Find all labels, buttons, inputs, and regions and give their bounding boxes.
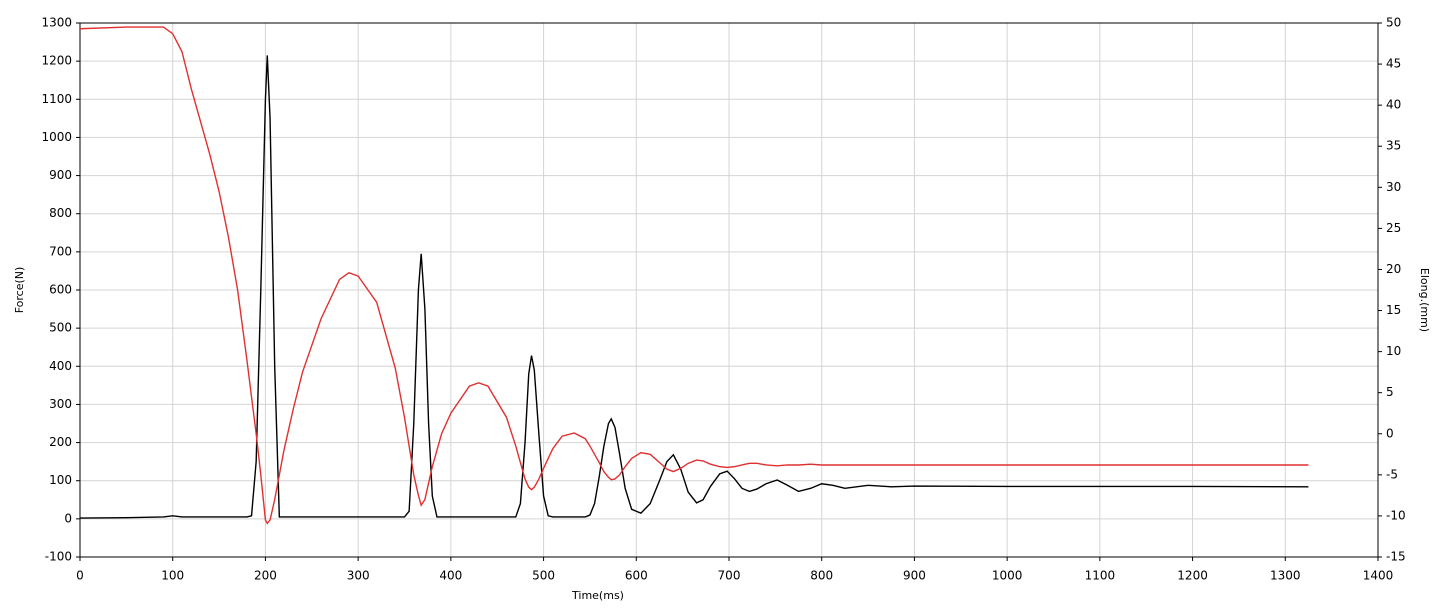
y2-tick-label: 25	[1386, 221, 1401, 235]
x-tick-label: 1100	[1085, 569, 1116, 583]
x-tick-label: 900	[903, 569, 926, 583]
data-line	[79, 26, 1309, 525]
x-tick-label: 0	[76, 569, 84, 583]
y2-tick-label: 20	[1386, 262, 1401, 276]
y-axis-label: Force(N)	[13, 267, 26, 314]
y2-tick-label: -10	[1386, 508, 1406, 522]
y-tick-label: 100	[49, 473, 72, 487]
x-tick-label: 600	[625, 569, 648, 583]
y2-tick-label: 0	[1386, 426, 1394, 440]
y2-tick-label: 5	[1386, 385, 1394, 399]
y-tick-label: 200	[49, 435, 72, 449]
y2-tick-label: 10	[1386, 344, 1401, 358]
y-tick-label: 300	[49, 397, 72, 411]
x-tick-label: 1200	[1177, 569, 1208, 583]
x-tick-label: 1400	[1363, 569, 1394, 583]
y-tick-label: -100	[45, 550, 72, 564]
x-axis-label: Time(ms)	[571, 589, 624, 602]
y2-tick-label: -5	[1386, 467, 1398, 481]
y-tick-label: 1300	[41, 16, 72, 30]
y-tick-label: 900	[49, 168, 72, 182]
x-tick-label: 200	[254, 569, 277, 583]
x-tick-label: 1000	[992, 569, 1023, 583]
y2-tick-label: 15	[1386, 303, 1401, 317]
y2-tick-label: 35	[1386, 139, 1401, 153]
y-tick-label: 800	[49, 206, 72, 220]
plot-frame	[79, 22, 1379, 558]
x-tick-label: 300	[347, 569, 370, 583]
y-tick-label: 1200	[41, 54, 72, 68]
x-tick-label: 700	[718, 569, 741, 583]
y2-tick-label: -15	[1386, 550, 1406, 564]
y-tick-label: 1000	[41, 130, 72, 144]
y-tick-label: 700	[49, 244, 72, 258]
x-tick-label: 400	[439, 569, 462, 583]
y2-axis-label: Elong.(mm)	[1418, 268, 1431, 332]
data-line	[79, 55, 1309, 519]
y2-tick-label: 50	[1386, 16, 1401, 30]
y-tick-label: 0	[64, 511, 72, 525]
x-tick-label: 800	[810, 569, 833, 583]
x-tick-label: 100	[161, 569, 184, 583]
y-tick-label: 400	[49, 359, 72, 373]
x-tick-label: 1300	[1270, 569, 1301, 583]
x-tick-label: 500	[532, 569, 555, 583]
y2-tick-label: 30	[1386, 180, 1401, 194]
y2-tick-label: 40	[1386, 98, 1401, 112]
y-tick-label: 500	[49, 321, 72, 335]
y-tick-label: 1100	[41, 92, 72, 106]
y-tick-label: 600	[49, 283, 72, 297]
y2-tick-label: 45	[1386, 57, 1401, 71]
